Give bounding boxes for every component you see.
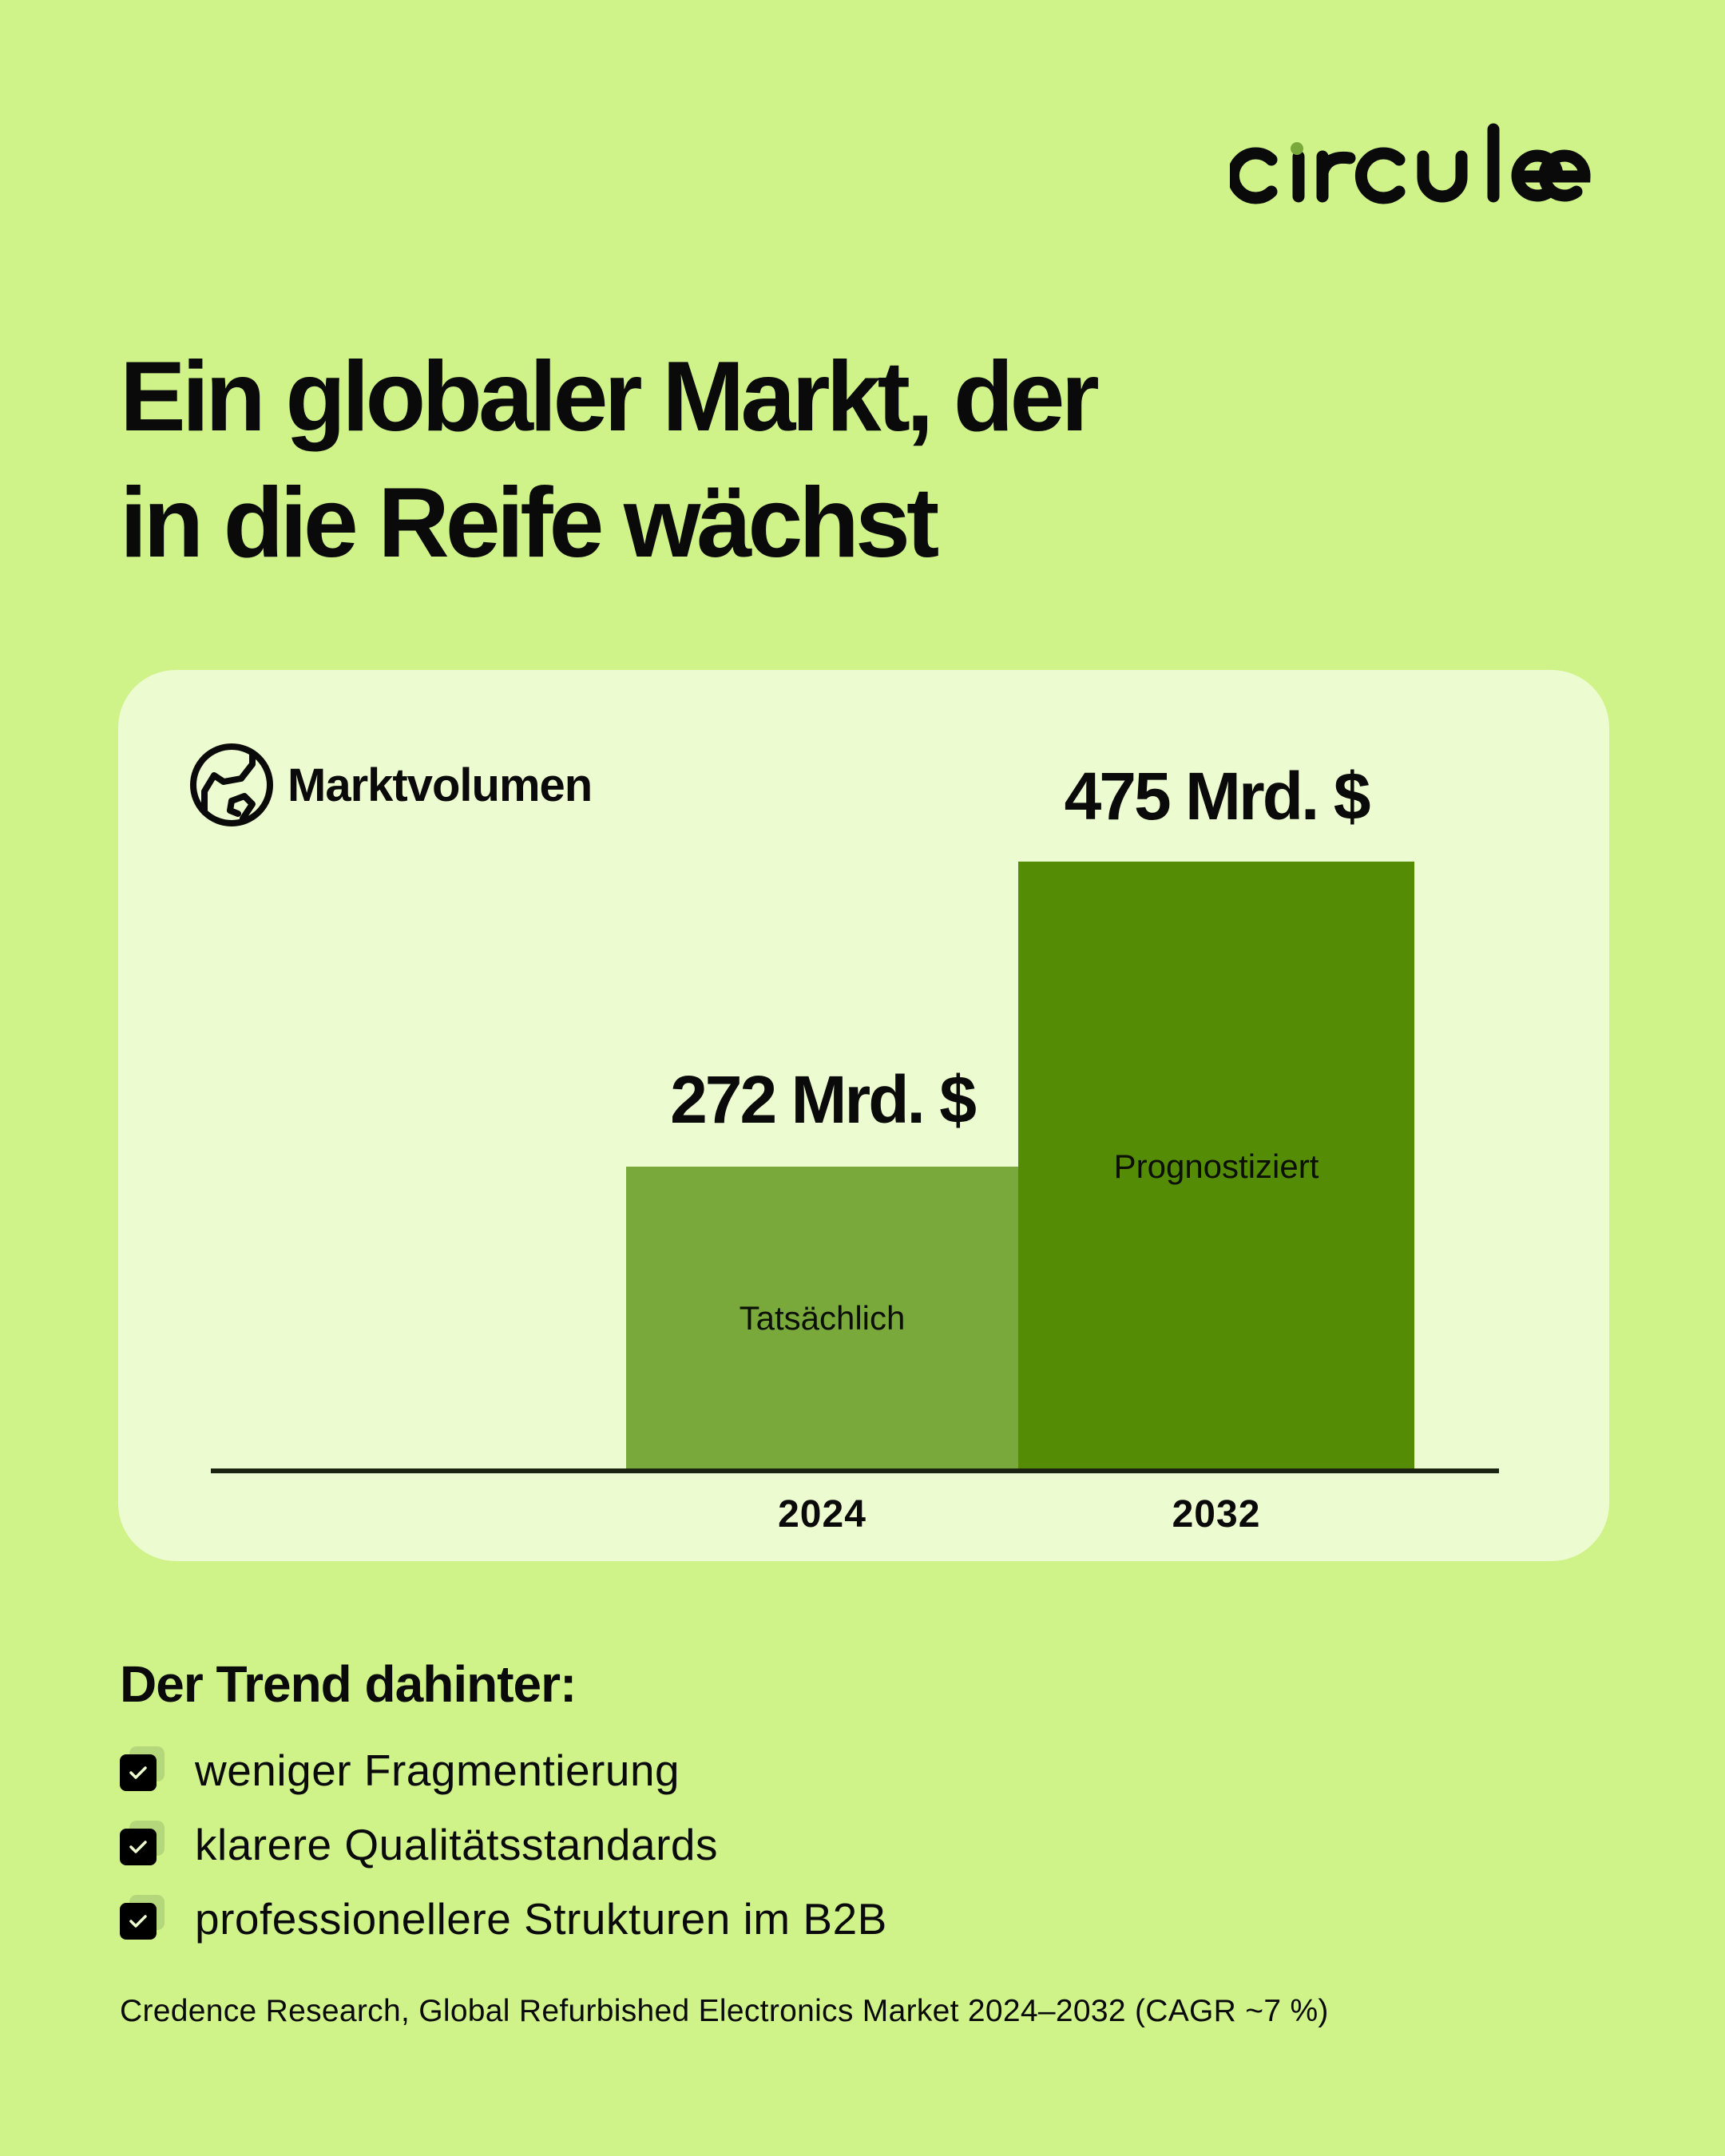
x-tick-2032: 2032 [1172, 1493, 1261, 1536]
bar-label-forecast: Prognostiziert [1113, 1147, 1319, 1185]
trend-heading: Der Trend dahinter: [120, 1655, 577, 1713]
logo-dot [1291, 142, 1303, 155]
bar-2032: Prognostiziert [1018, 862, 1414, 1470]
trend-item-label: professionellere Strukturen im B2B [195, 1893, 887, 1944]
trend-list: weniger Fragmentierung klarere Qualitäts… [120, 1733, 887, 1956]
page-title: Ein globaler Markt, der in die Reife wäc… [120, 334, 1100, 586]
checkbox-checked [120, 1746, 168, 1794]
bar-2024: Tatsächlich [626, 1167, 1018, 1470]
trend-item: klarere Qualitätsstandards [120, 1807, 887, 1881]
value-label-2032: 475 Mrd. $ [1064, 759, 1371, 834]
globe-icon [190, 743, 273, 826]
title-line-2: in die Reife wächst [120, 468, 939, 578]
title-line-1: Ein globaler Markt, der [120, 342, 1100, 452]
trend-item: weniger Fragmentierung [120, 1733, 887, 1807]
bar-label-actual: Tatsächlich [739, 1299, 906, 1337]
trend-item-label: klarere Qualitätsstandards [195, 1819, 718, 1869]
x-axis-line [211, 1468, 1499, 1473]
market-volume-card: Marktvolumen 272 Mrd. $ 475 Mrd. $ Tatsä… [118, 670, 1609, 1561]
checkmark-icon [129, 1840, 147, 1853]
card-title: Marktvolumen [288, 759, 593, 811]
trend-item-label: weniger Fragmentierung [195, 1745, 680, 1795]
value-label-2024: 272 Mrd. $ [670, 1062, 977, 1137]
checkbox-checked [120, 1820, 168, 1869]
circulee-logo-icon: circulee [1227, 123, 1591, 204]
brand-logo: circulee [1227, 118, 1597, 214]
source-citation: Credence Research, Global Refurbished El… [120, 1994, 1329, 2028]
card-header: Marktvolumen [188, 742, 593, 828]
checkmark-icon [129, 1914, 147, 1928]
checkmark-icon [129, 1766, 147, 1779]
x-tick-2024: 2024 [778, 1493, 866, 1536]
trend-item: professionellere Strukturen im B2B [120, 1881, 887, 1956]
checkbox-checked [120, 1894, 168, 1943]
